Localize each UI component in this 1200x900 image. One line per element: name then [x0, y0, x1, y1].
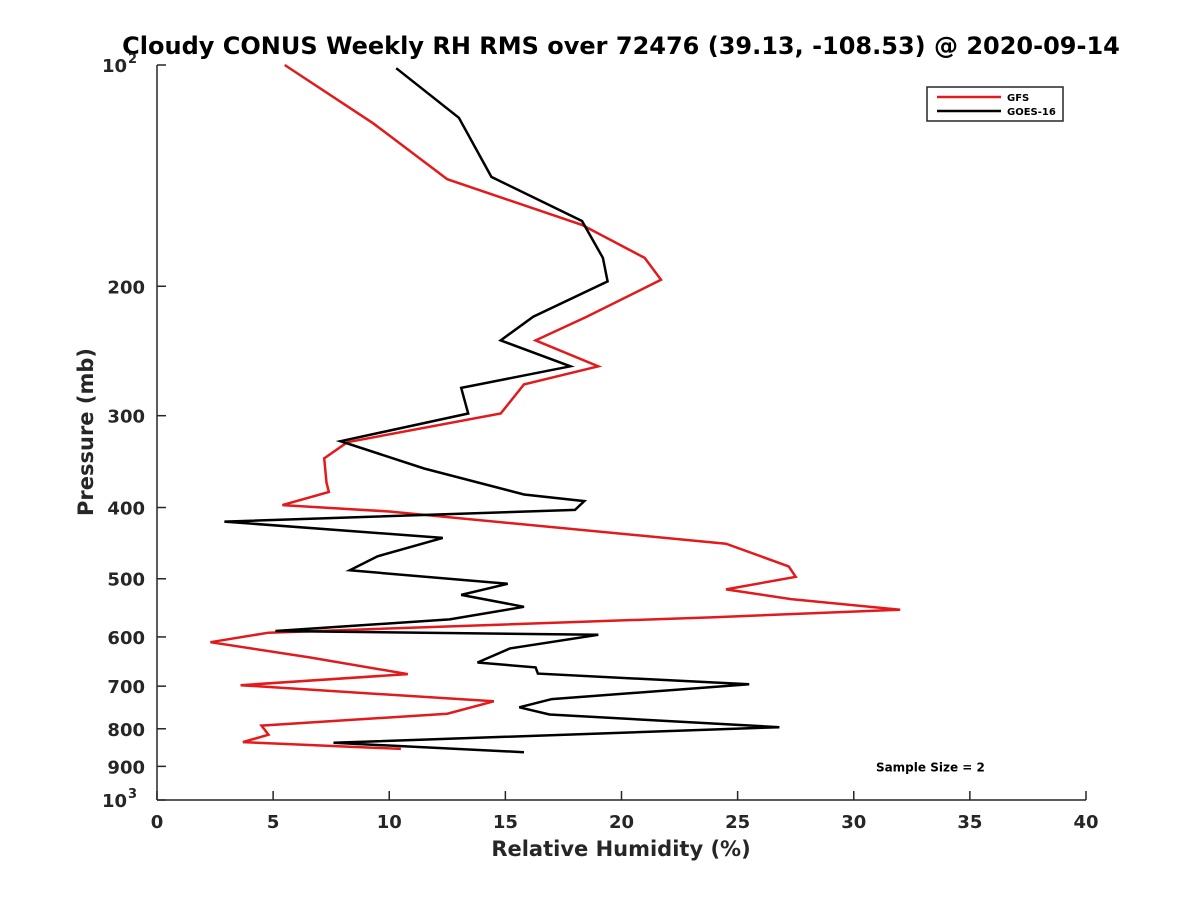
- x-tick-label: 25: [725, 812, 750, 833]
- series-line-goes-16: [224, 67, 780, 754]
- plot-area: 0 5 10 15 20 25 30 35 40 10 220030040050060070080…: [102, 52, 1099, 833]
- series-line-gfs: [210, 63, 901, 751]
- x-tick-label: 40: [1073, 812, 1098, 833]
- y-tick-label-exponent: 3: [128, 787, 137, 802]
- x-axis-label: Relative Humidity (%): [491, 837, 750, 861]
- y-tick-label: 800: [107, 720, 145, 741]
- sample-size-annotation: Sample Size = 2: [876, 760, 985, 774]
- legend: GFS GOES-16: [926, 86, 1064, 122]
- x-tick-label: 15: [493, 812, 518, 833]
- x-tick-label: 35: [957, 812, 982, 833]
- y-tick-label: 700: [107, 677, 145, 698]
- y-tick-label-exponent: 2: [128, 52, 137, 67]
- y-tick-label: 500: [107, 570, 145, 591]
- x-tick-label: 10: [377, 812, 402, 833]
- x-tick-label: 20: [609, 812, 634, 833]
- x-tick-label: 30: [841, 812, 866, 833]
- series-lines: [210, 63, 901, 754]
- x-tick-label: 5: [267, 812, 280, 833]
- y-tick-label: 900: [107, 757, 145, 778]
- y-tick-label: 10: [102, 56, 127, 77]
- legend-box: [926, 86, 1064, 122]
- y-axis-label: Pressure (mb): [74, 348, 98, 516]
- y-tick-label: 10: [102, 791, 127, 812]
- x-axis-ticks: 0 5 10 15 20 25 30 35 40: [151, 791, 1099, 833]
- y-tick-label: 600: [107, 628, 145, 649]
- chart-title: Cloudy CONUS Weekly RH RMS over 72476 (3…: [122, 32, 1120, 60]
- y-tick-label: 300: [107, 407, 145, 428]
- y-tick-label: 200: [107, 277, 145, 298]
- x-tick-label: 0: [151, 812, 164, 833]
- y-tick-label: 400: [107, 499, 145, 520]
- legend-entry-label: GFS: [1007, 93, 1029, 104]
- legend-entry-label: GOES-16: [1007, 107, 1056, 118]
